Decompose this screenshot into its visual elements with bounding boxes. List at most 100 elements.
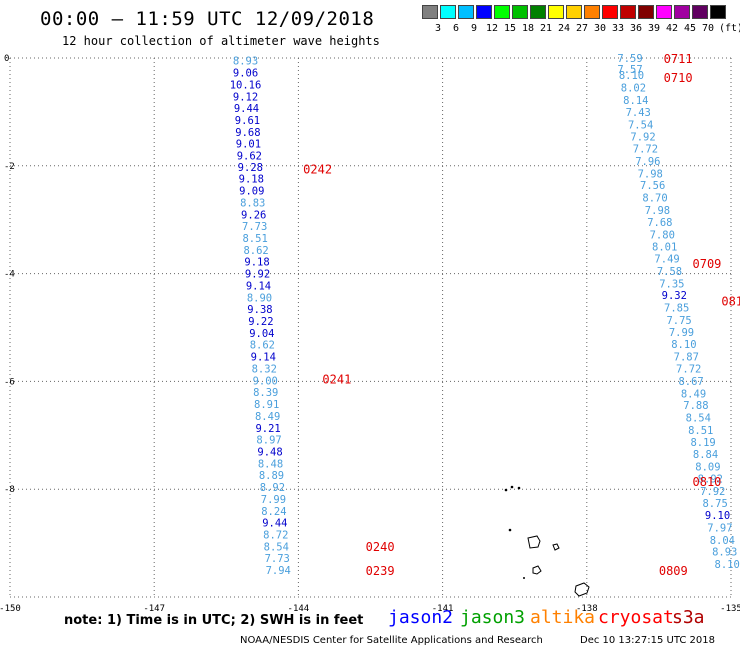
wave-height-value: 7.94 [266,565,291,577]
wave-height-value: 8.67 [678,376,703,388]
wave-height-labels: 8.939.0610.169.129.449.619.689.019.629.2… [230,52,740,578]
track-time-label: 0810 [693,475,722,489]
wave-height-value: 7.73 [265,553,290,565]
legend-swatch [512,5,528,19]
wave-height-value: 8.92 [260,482,285,494]
satellite-altika: altika [530,607,596,628]
wave-height-value: 8.51 [242,233,267,245]
wave-height-value: 8.10 [619,70,644,82]
wave-height-value: 9.92 [245,269,270,281]
satellite-jason3: jason3 [460,607,526,628]
legend-swatch [566,5,582,19]
island-dot [523,577,525,579]
wave-height-value: 8.89 [259,470,284,482]
island-outlines [504,485,590,597]
wave-height-value: 9.14 [246,280,271,292]
wave-height-value: 10.16 [230,79,262,91]
wave-height-value: 8.70 [642,193,667,205]
legend-swatch [656,5,672,19]
wave-height-value: 8.83 [240,197,265,209]
y-tick-label: -2 [4,162,15,172]
wave-height-value: 8.62 [243,245,268,257]
island-dot [508,528,512,532]
wave-height-value: 7.43 [626,107,651,119]
chart-title: 00:00 – 11:59 UTC 12/09/2018 [40,8,375,30]
legend-swatch [458,5,474,19]
legend-swatch [530,5,546,19]
wave-height-value: 8.10 [715,559,740,571]
wave-height-value: 9.14 [251,352,276,364]
wave-height-value: 9.38 [247,304,272,316]
wave-height-value: 9.12 [233,91,258,103]
wave-height-value: 7.98 [645,205,670,217]
wave-height-value: 8.49 [681,388,706,400]
grid-lines [9,57,732,598]
wave-height-value: 7.72 [633,144,658,156]
legend-label: 39 [647,23,661,34]
wave-height-value: 7.88 [683,400,708,412]
wave-height-value: 7.96 [635,156,660,168]
legend-label: 3 [434,23,442,34]
wave-height-value: 8.93 [712,547,737,559]
wave-height-value: 7.99 [669,327,694,339]
wave-height-value: 7.68 [647,217,672,229]
y-tick-label: 0 [4,54,9,64]
axis-tick-labels: -150 -147 -144 -141 -138 -135 0 -2 -4 -6 -8 [0,54,740,614]
legend-swatch [710,5,726,19]
wave-height-value: 7.59 [617,53,642,65]
legend-label: 45 [683,23,697,34]
wave-height-value: 7.97 [707,522,732,534]
x-tick-label: -144 [288,604,310,614]
satellite-cryosat: cryosat [598,607,674,628]
wave-height-value: 8.97 [256,435,281,447]
wave-height-value: 7.54 [628,119,653,131]
track-time-label: 0240 [366,540,395,554]
wave-height-value: 8.01 [652,242,677,254]
y-tick-label: -4 [4,270,15,280]
legend-swatch [422,5,438,19]
wave-height-value: 7.92 [630,132,655,144]
island-dot [517,486,521,490]
wave-height-value: 9.01 [236,139,261,151]
wave-height-value: 7.35 [659,278,684,290]
legend-swatch [638,5,654,19]
legend-label: 27 [575,23,589,34]
wave-height-value: 9.62 [237,151,262,163]
wave-height-value: 7.58 [657,266,682,278]
wave-height-value: 8.04 [710,535,735,547]
legend-label: 9 [470,23,478,34]
wave-height-value: 8.75 [702,498,727,510]
wave-height-value: 9.61 [235,115,260,127]
wave-height-value: 9.06 [233,68,258,80]
wave-height-value: 8.51 [688,425,713,437]
legend-unit: (ft) [718,23,740,34]
wave-height-value: 9.32 [662,290,687,302]
wave-height-value: 8.32 [252,363,277,375]
legend-swatch [602,5,618,19]
track-time-label: 0710 [664,71,693,85]
wave-height-value: 9.10 [705,510,730,522]
wave-height-value: 8.84 [693,449,718,461]
legend-swatch [584,5,600,19]
wave-height-value: 8.93 [233,56,258,68]
island-shape [532,565,542,575]
wave-height-value: 7.49 [654,254,679,266]
satellite-jason2: jason2 [388,607,454,628]
legend-label: 70 [701,23,715,34]
wave-height-value: 8.09 [695,462,720,474]
y-tick-label: -8 [4,485,15,495]
wave-height-value: 9.18 [244,257,269,269]
wave-height-value: 7.72 [676,363,701,375]
wave-height-value: 9.28 [238,162,263,174]
wave-height-value: 9.68 [235,127,260,139]
satellite-s3a: s3a [672,607,705,628]
wave-height-value: 7.98 [638,168,663,180]
wave-height-value: 9.18 [239,174,264,186]
island-dot [510,485,514,489]
legend-label: 42 [665,23,679,34]
legend-label: 30 [593,23,607,34]
wave-height-value: 7.99 [261,494,286,506]
wave-height-value: 8.72 [263,529,288,541]
wave-height-value: 9.00 [253,375,278,387]
